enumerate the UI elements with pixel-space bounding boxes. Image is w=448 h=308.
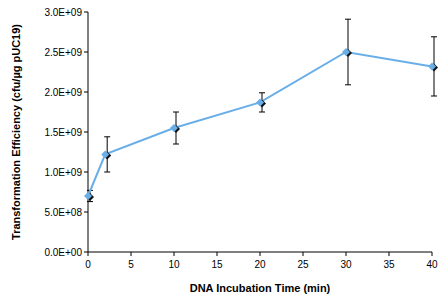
error-cap: [104, 136, 110, 137]
error-cap: [173, 144, 179, 145]
y-tick: [84, 212, 88, 213]
x-tick-label: 40: [426, 259, 438, 270]
error-cap: [173, 112, 179, 113]
x-axis-label: DNA Incubation Time (min): [190, 282, 331, 294]
x-tick-label: 15: [211, 259, 223, 270]
data-line: [88, 52, 432, 196]
y-tick-label: 0.0E+00: [44, 247, 82, 258]
error-cap: [104, 172, 110, 173]
x-tick-label: 25: [297, 259, 309, 270]
error-cap: [431, 36, 437, 37]
y-tick: [84, 132, 88, 133]
x-tick-label: 0: [85, 259, 91, 270]
x-tick: [131, 252, 132, 256]
marker: [170, 124, 178, 132]
y-tick-label: 5.0E+08: [44, 207, 82, 218]
chart: 0.0E+00 5.0E+08 1.0E+09 1.5E+09 2.0E+09 2.5E+…: [0, 0, 448, 308]
x-tick: [346, 252, 347, 256]
y-tick-label: 1.5E+09: [44, 127, 82, 138]
x-tick: [260, 252, 261, 256]
marker: [428, 62, 436, 70]
y-tick-label: 3.0E+09: [44, 7, 82, 18]
y-tick: [84, 12, 88, 13]
x-tick: [389, 252, 390, 256]
y-tick: [84, 52, 88, 53]
error-cap: [87, 201, 93, 202]
error-cap: [431, 96, 437, 97]
y-tick: [84, 92, 88, 93]
y-axis-label: Transformation Efficiency (cfu/µg pUC19): [10, 24, 22, 240]
y-tick: [84, 172, 88, 173]
error-cap: [345, 19, 351, 20]
y-tick: [84, 252, 88, 253]
plot-area: [84, 19, 438, 201]
y-tick-label: 2.0E+09: [44, 87, 82, 98]
error-cap: [259, 112, 265, 113]
x-tick-label: 20: [254, 259, 266, 270]
y-tick-label: 2.5E+09: [44, 47, 82, 58]
marker: [342, 48, 350, 56]
x-tick-label: 5: [128, 259, 134, 270]
x-tick: [217, 252, 218, 256]
x-tick: [174, 252, 175, 256]
error-cap: [345, 84, 351, 85]
x-tick-label: 30: [340, 259, 352, 270]
marker: [84, 192, 92, 200]
y-tick-label: 1.0E+09: [44, 167, 82, 178]
marker: [256, 98, 264, 106]
x-tick-label: 10: [168, 259, 180, 270]
x-tick: [432, 252, 433, 256]
marker: [101, 150, 109, 158]
error-cap: [259, 92, 265, 93]
x-tick: [88, 252, 89, 256]
x-tick: [303, 252, 304, 256]
x-tick-label: 35: [383, 259, 395, 270]
